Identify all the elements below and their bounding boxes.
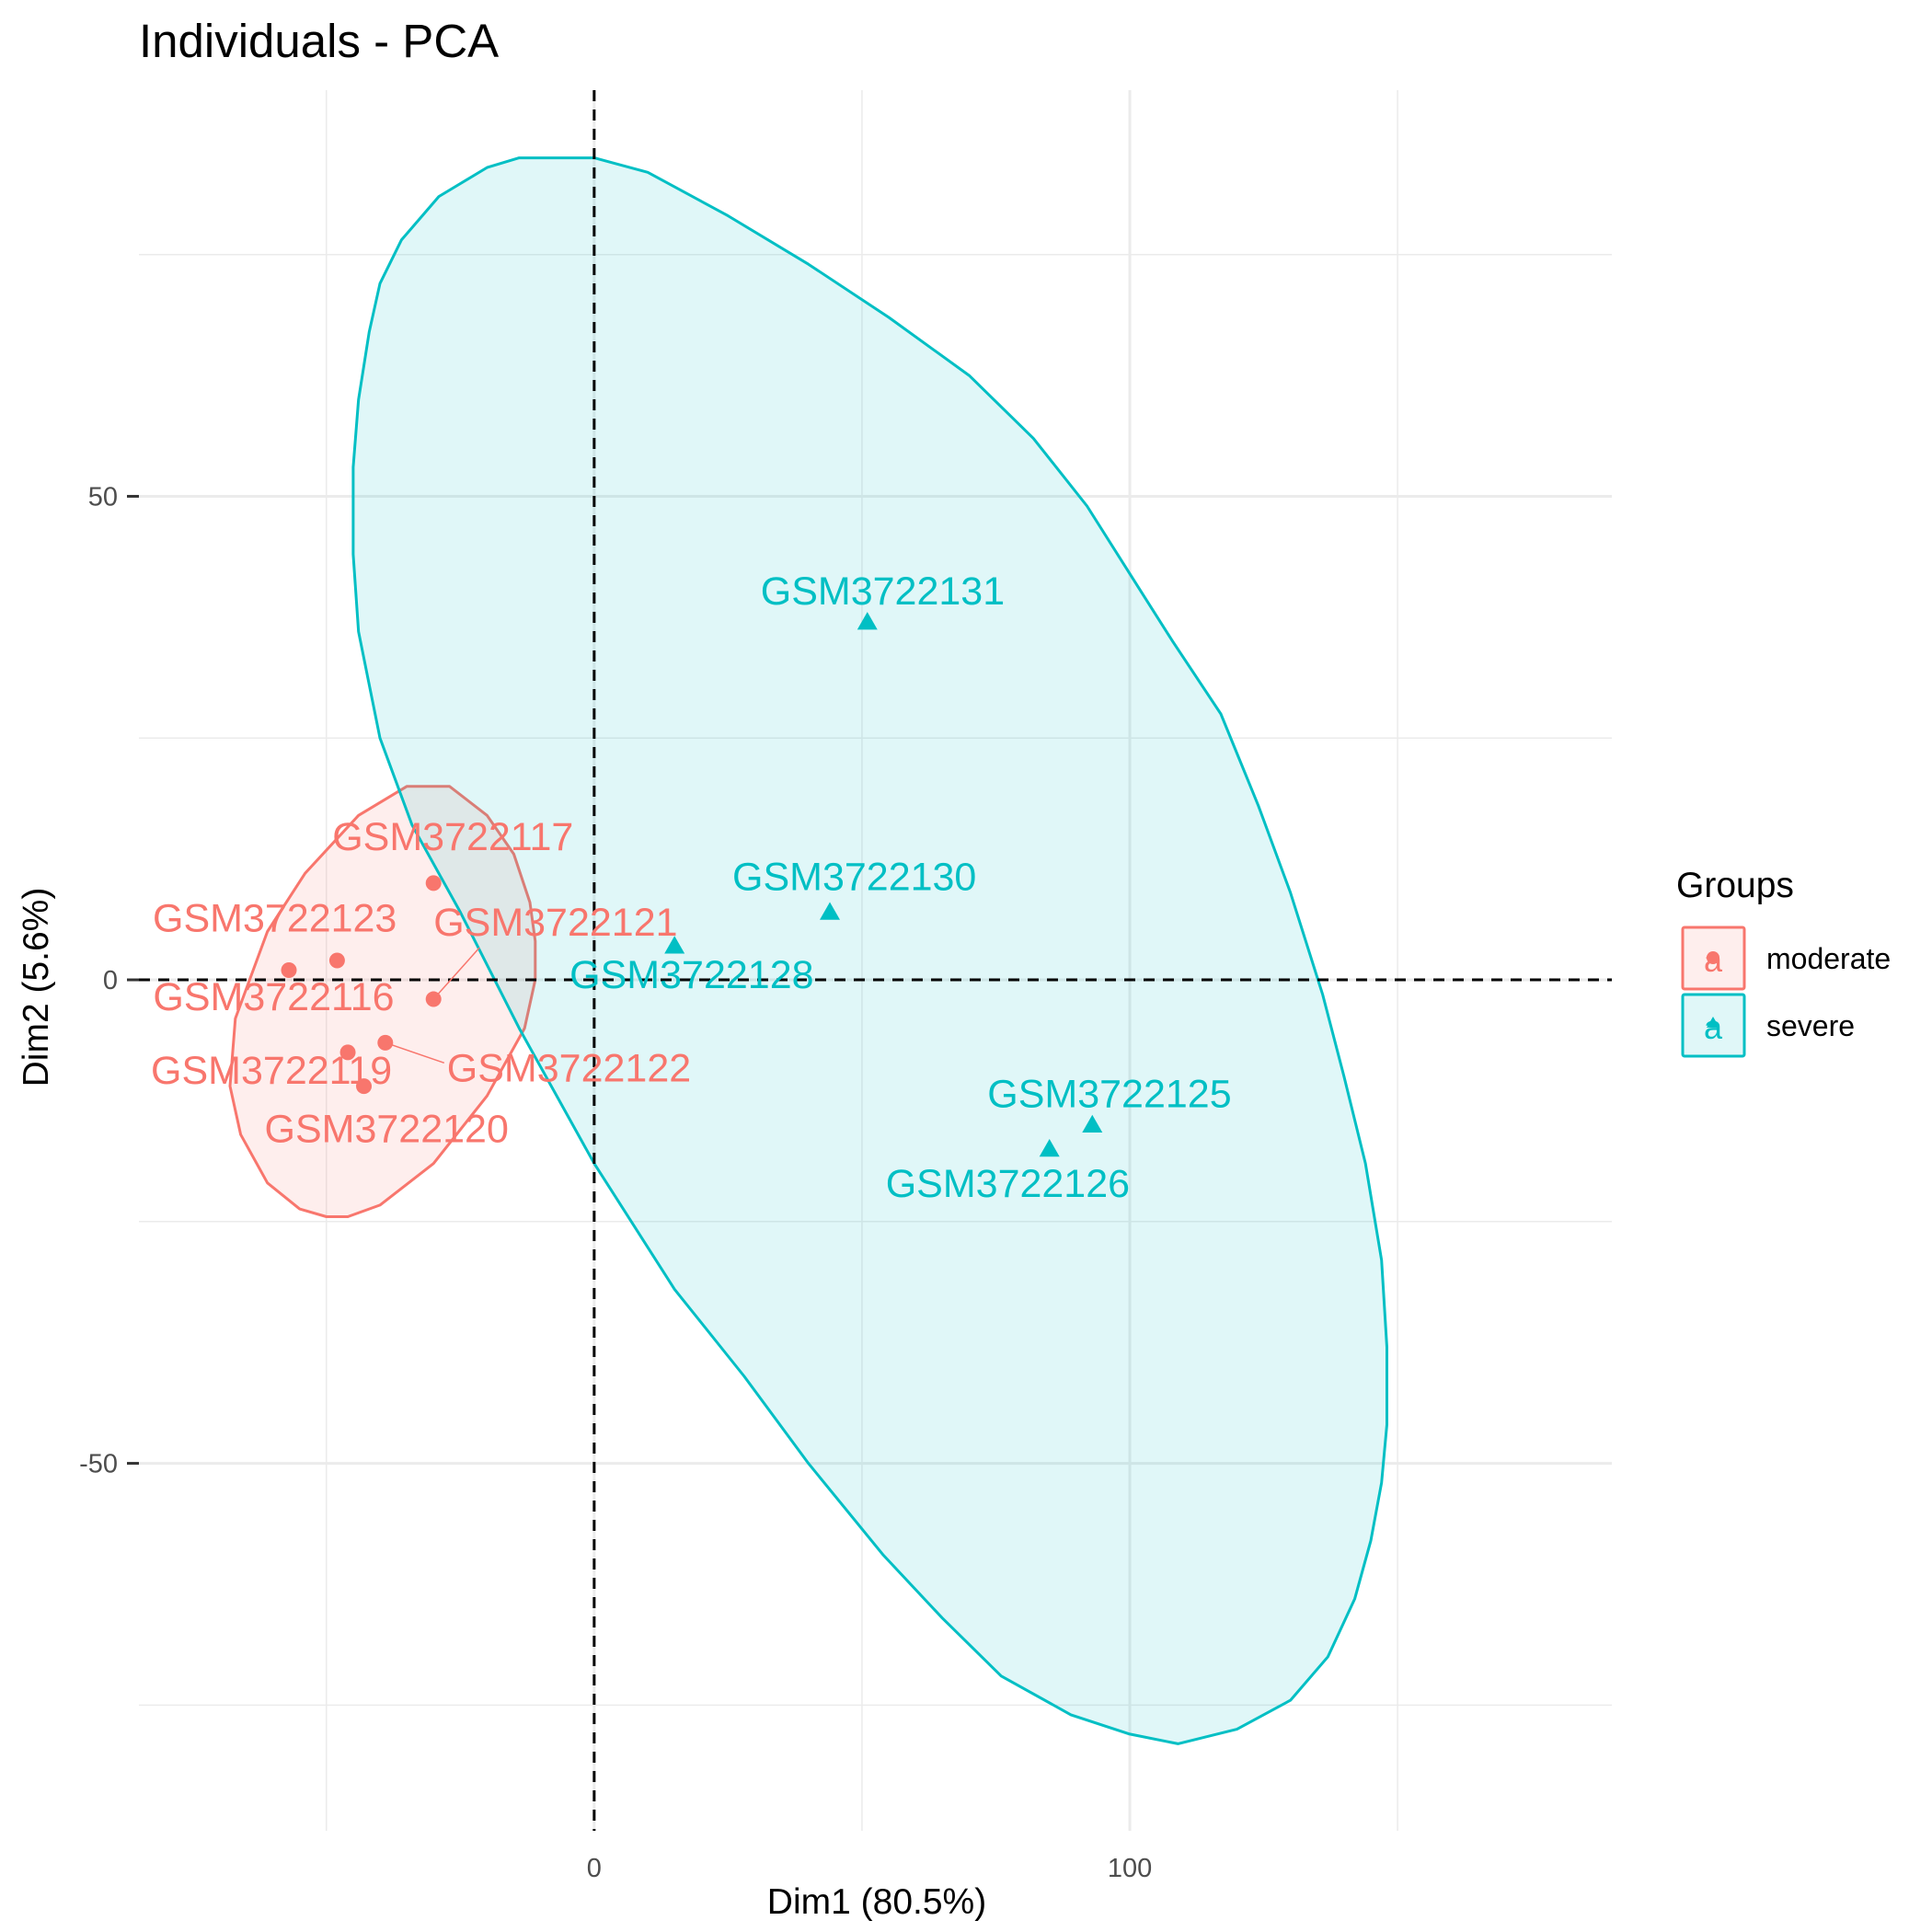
confidence-ellipses [228,156,1388,1745]
label-GSM3722119: GSM3722119 [151,1049,392,1093]
label-GSM3722122: GSM3722122 [447,1046,691,1090]
label-GSM3722120: GSM3722120 [265,1108,509,1152]
ellipse-severe [351,156,1388,1745]
minor-gridlines [139,90,1612,1831]
label-GSM3722123: GSM3722123 [153,897,397,941]
label-GSM3722130: GSM3722130 [732,855,976,899]
point-GSM3722130 [820,902,841,920]
point-GSM3722116 [328,952,345,969]
label-GSM3722131: GSM3722131 [761,569,1005,614]
legend-entries: a moderate a severe [1681,926,1891,1058]
point-GSM3722126 [1039,1138,1060,1157]
label-GSM3722116: GSM3722116 [153,975,394,1019]
label-GSM3722121: GSM3722121 [433,901,677,945]
y-tick-label: 50 [88,482,118,512]
point-GSM3722119 [339,1044,356,1061]
legend-key-glyph: a [1704,1008,1723,1046]
y-tick-label: 0 [103,966,118,995]
label-GSM3722128: GSM3722128 [569,953,813,997]
legend-key-glyph: a [1704,941,1723,979]
legend-label-moderate: moderate [1766,942,1891,975]
legend-title: Groups [1676,866,1794,905]
chart-title: Individuals - PCA [139,15,499,67]
label-GSM3722126: GSM3722126 [886,1162,1130,1206]
point-GSM3722131 [857,612,878,630]
legend: Groups a moderate a severe [1676,866,1891,1058]
x-tick-label: 100 [1108,1854,1152,1883]
y-axis-title: Dim2 (5.6%) [17,888,56,1087]
axes: 0 100 -50 0 50 [79,482,1152,1883]
point-GSM3722128 [664,936,685,954]
legend-key-triangle [1707,1017,1719,1028]
point-GSM3722120 [356,1078,373,1095]
point-GSM3722117 [425,875,442,891]
y-tick-label: -50 [79,1450,118,1479]
label-leader-line [385,1041,445,1064]
ellipse-moderate [228,785,537,1218]
legend-key-circle [1707,951,1719,964]
x-axis-title: Dim1 (80.5%) [767,1882,986,1922]
legend-label-severe: severe [1766,1009,1855,1042]
data-points [281,612,1103,1157]
point-GSM3722125 [1082,1114,1103,1133]
point-labels: GSM3722117 GSM3722123 GSM3722121 GSM3722116… [151,569,1232,1206]
reference-lines [139,90,1612,1831]
x-tick-label: 0 [587,1854,602,1883]
point-GSM3722123 [281,962,297,979]
label-leader-line [432,947,480,1000]
label-GSM3722125: GSM3722125 [987,1073,1231,1117]
label-GSM3722117: GSM3722117 [332,815,573,859]
